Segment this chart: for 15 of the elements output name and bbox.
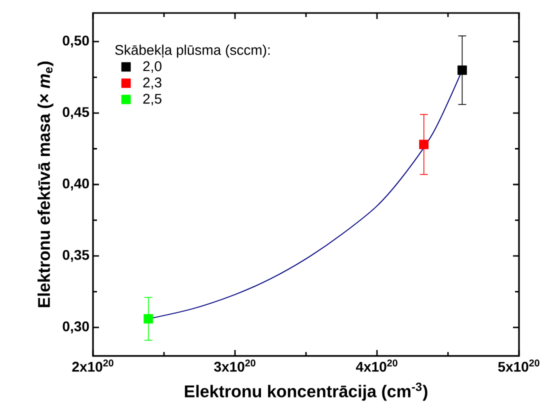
y-tick-label: 0,35 [62,250,90,262]
x-tick-label: 3x10$^{20}$ [214,360,256,372]
legend-label: 2,0 [143,61,162,73]
y-tick-label: 0,50 [62,36,89,48]
y-tick-label: 0,40 [62,178,89,190]
x-axis-title: Elektronu koncentrācija (cm$^{-3}$) [184,382,428,401]
legend-title: Skābekļa plūsma (sccm): [115,44,270,58]
y-axis-title: Elektronu efektīvā masa (× m$_{e}$) [38,62,54,308]
y-tick-label: 0,45 [62,107,90,120]
y-tick-label: 0,30 [62,321,89,334]
legend-label: 2,5 [143,94,162,106]
x-tick-label: 2x10$^{20}$ [72,360,114,372]
x-tick-label: 5x10$^{20}$ [498,360,540,372]
legend-label: 2,3 [143,78,162,90]
x-tick-label: 4x10$^{20}$ [356,360,398,372]
